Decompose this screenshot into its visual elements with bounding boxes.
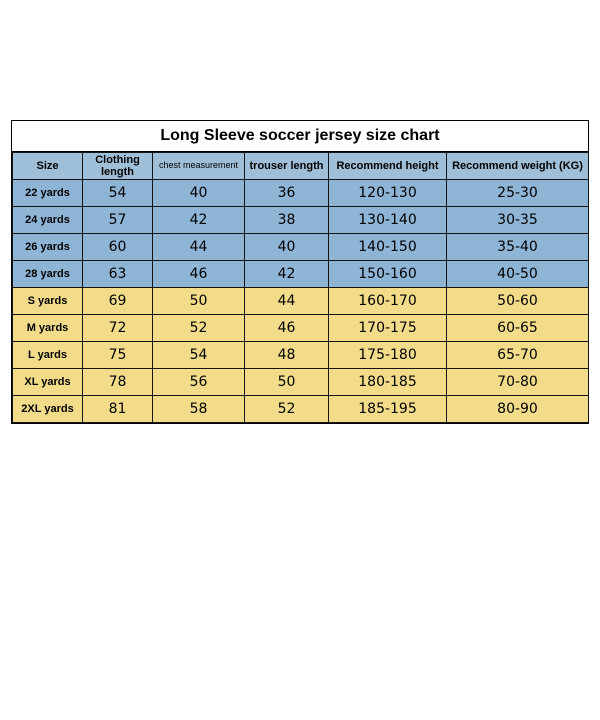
table-row: 24 yards574238130-14030-35 (13, 207, 589, 234)
cell: 54 (153, 342, 245, 369)
cell: 24 yards (13, 207, 83, 234)
cell: S yards (13, 288, 83, 315)
table-row: L yards755448175-18065-70 (13, 342, 589, 369)
table-body: 22 yards544036120-13025-3024 yards574238… (13, 180, 589, 423)
col-trouser-length: trouser length (245, 153, 329, 180)
cell: 160-170 (329, 288, 447, 315)
col-chest: chest measurement (153, 153, 245, 180)
cell: 185-195 (329, 396, 447, 423)
cell: 69 (83, 288, 153, 315)
cell: 120-130 (329, 180, 447, 207)
cell: 44 (153, 234, 245, 261)
size-chart: Long Sleeve soccer jersey size chart Siz… (11, 120, 589, 424)
cell: L yards (13, 342, 83, 369)
cell: 46 (153, 261, 245, 288)
cell: 78 (83, 369, 153, 396)
cell: 80-90 (447, 396, 589, 423)
chart-title: Long Sleeve soccer jersey size chart (12, 121, 588, 152)
cell: 175-180 (329, 342, 447, 369)
cell: 50 (245, 369, 329, 396)
cell: 42 (245, 261, 329, 288)
col-recommend-height: Recommend height (329, 153, 447, 180)
cell: 60 (83, 234, 153, 261)
cell: 130-140 (329, 207, 447, 234)
cell: 54 (83, 180, 153, 207)
table-row: XL yards785650180-18570-80 (13, 369, 589, 396)
cell: 26 yards (13, 234, 83, 261)
col-size: Size (13, 153, 83, 180)
cell: 65-70 (447, 342, 589, 369)
table-header-row: Size Clothing length chest measurement t… (13, 153, 589, 180)
cell: 48 (245, 342, 329, 369)
cell: 56 (153, 369, 245, 396)
table-row: 28 yards634642150-16040-50 (13, 261, 589, 288)
cell: 60-65 (447, 315, 589, 342)
table-row: S yards695044160-17050-60 (13, 288, 589, 315)
cell: 75 (83, 342, 153, 369)
cell: 28 yards (13, 261, 83, 288)
cell: 72 (83, 315, 153, 342)
cell: 2XL yards (13, 396, 83, 423)
cell: 170-175 (329, 315, 447, 342)
cell: 50-60 (447, 288, 589, 315)
cell: 58 (153, 396, 245, 423)
table-row: 2XL yards815852185-19580-90 (13, 396, 589, 423)
cell: 35-40 (447, 234, 589, 261)
cell: 36 (245, 180, 329, 207)
col-clothing-length: Clothing length (83, 153, 153, 180)
cell: 50 (153, 288, 245, 315)
table-row: 26 yards604440140-15035-40 (13, 234, 589, 261)
cell: 30-35 (447, 207, 589, 234)
cell: 57 (83, 207, 153, 234)
cell: XL yards (13, 369, 83, 396)
col-recommend-weight: Recommend weight (KG) (447, 153, 589, 180)
cell: 40-50 (447, 261, 589, 288)
cell: 46 (245, 315, 329, 342)
cell: 63 (83, 261, 153, 288)
cell: 40 (245, 234, 329, 261)
table-row: 22 yards544036120-13025-30 (13, 180, 589, 207)
cell: M yards (13, 315, 83, 342)
cell: 25-30 (447, 180, 589, 207)
cell: 180-185 (329, 369, 447, 396)
cell: 40 (153, 180, 245, 207)
cell: 81 (83, 396, 153, 423)
cell: 150-160 (329, 261, 447, 288)
size-table: Size Clothing length chest measurement t… (12, 152, 589, 423)
cell: 44 (245, 288, 329, 315)
table-row: M yards725246170-17560-65 (13, 315, 589, 342)
cell: 38 (245, 207, 329, 234)
cell: 140-150 (329, 234, 447, 261)
cell: 52 (153, 315, 245, 342)
cell: 22 yards (13, 180, 83, 207)
cell: 70-80 (447, 369, 589, 396)
cell: 42 (153, 207, 245, 234)
cell: 52 (245, 396, 329, 423)
